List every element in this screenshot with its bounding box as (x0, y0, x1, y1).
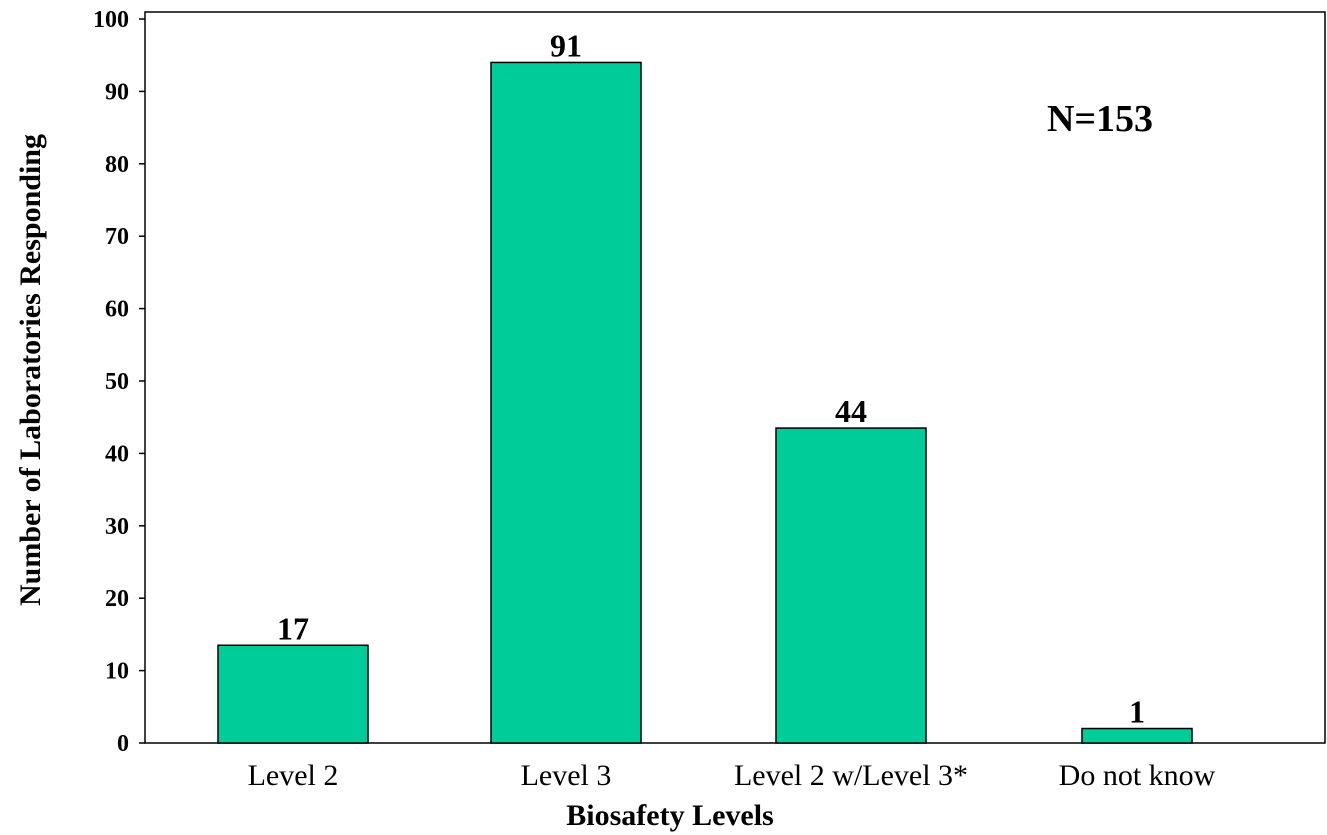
x-category-label: Level 3 (521, 759, 612, 792)
x-category-label: Do not know (1059, 759, 1216, 792)
bar (490, 61, 642, 744)
x-category-label: Level 2 w/Level 3* (734, 759, 968, 792)
y-tick-label: 70 (105, 224, 129, 250)
y-axis-title: Number of Laboratories Responding (14, 134, 47, 606)
bar-data-label: 1 (1129, 694, 1145, 730)
bars: 17 91 44 1 (217, 27, 1193, 744)
bar-data-label: 91 (550, 27, 582, 63)
x-axis-title: Biosafety Levels (566, 799, 773, 832)
bar-data-label: 44 (835, 393, 867, 429)
bar (217, 644, 369, 744)
y-tick-label: 10 (105, 659, 129, 685)
y-axis-ticks: 0 10 20 30 40 50 60 70 80 90 100 (93, 7, 145, 757)
bar-data-label: 17 (277, 610, 309, 646)
y-tick-label: 20 (105, 586, 129, 612)
y-tick-label: 100 (93, 7, 129, 33)
y-tick-label: 80 (105, 152, 129, 178)
y-tick-label: 50 (105, 369, 129, 395)
plot-area (144, 11, 1326, 744)
y-tick-label: 90 (105, 79, 129, 105)
bar (1081, 727, 1193, 744)
sample-size-annotation: N=153 (1047, 98, 1153, 140)
y-tick-label: 60 (105, 297, 129, 323)
y-tick-label: 30 (105, 514, 129, 540)
x-category-label: Level 2 (248, 759, 339, 792)
y-tick-label: 0 (117, 731, 129, 757)
category-labels: Level 2 Level 3 Level 2 w/Level 3* Do not k… (248, 759, 1216, 792)
bar (775, 427, 927, 744)
y-tick-label: 40 (105, 441, 129, 467)
